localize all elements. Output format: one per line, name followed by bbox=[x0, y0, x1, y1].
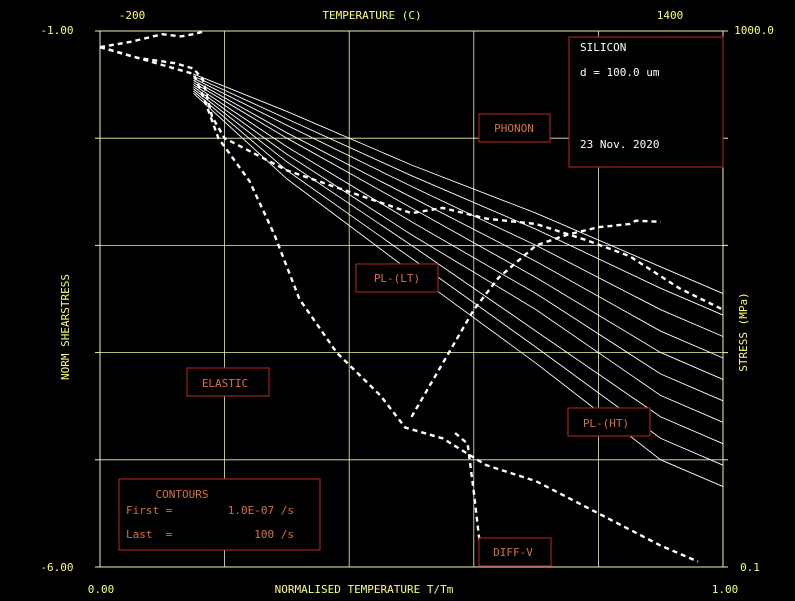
y-tick-top-left: -1.00 bbox=[40, 24, 73, 37]
material-label: SILICON bbox=[580, 41, 626, 54]
boundary-line-1 bbox=[99, 29, 207, 49]
top-axis-title: TEMPERATURE (C) bbox=[322, 9, 421, 22]
top-tick-left: -200 bbox=[119, 9, 146, 22]
contour-line-1 bbox=[193, 73, 724, 295]
field-label-diff-v: DIFF-V bbox=[478, 537, 552, 567]
contours-first-value: 1.0E-07 /s bbox=[228, 504, 294, 517]
right-axis-title: STRESS (MPa) bbox=[737, 292, 750, 371]
contours-first-label: First = bbox=[126, 504, 173, 517]
right-tick-bottom: 0.1 bbox=[740, 561, 760, 574]
boundary-line-4 bbox=[410, 219, 661, 418]
contour-line-3 bbox=[193, 77, 724, 337]
grain-size-label: d = 100.0 um bbox=[580, 66, 660, 79]
contours-box bbox=[118, 478, 321, 551]
contour-line-10 bbox=[193, 92, 724, 488]
contour-line-6 bbox=[193, 84, 724, 402]
x-tick-left: 0.00 bbox=[88, 583, 115, 596]
x-tick-right: 1.00 bbox=[712, 583, 739, 596]
contours-last-label: Last = bbox=[126, 528, 173, 541]
top-tick-right: 1400 bbox=[657, 9, 684, 22]
svg-text:DIFF-V: DIFF-V bbox=[493, 546, 533, 559]
contours-last-value: 100 /s bbox=[254, 528, 294, 541]
contours-title: CONTOURS bbox=[156, 488, 209, 501]
date-label: 23 Nov. 2020 bbox=[580, 138, 659, 151]
contour-line-7 bbox=[193, 86, 724, 423]
svg-text:PL-(HT): PL-(HT) bbox=[583, 417, 629, 430]
contour-line-5 bbox=[193, 82, 724, 380]
boundary-line-3 bbox=[99, 45, 699, 563]
svg-text:PL-(LT): PL-(LT) bbox=[374, 272, 420, 285]
svg-text:PHONON: PHONON bbox=[494, 122, 534, 135]
field-label-pl-ht: PL-(HT) bbox=[567, 407, 651, 437]
svg-text:ELASTIC: ELASTIC bbox=[202, 377, 248, 390]
info-box bbox=[568, 36, 724, 168]
plot-frame bbox=[99, 30, 724, 568]
field-label-elastic: ELASTIC bbox=[186, 367, 270, 397]
right-tick-top: 1000.0 bbox=[734, 24, 774, 37]
x-axis-title: NORMALISED TEMPERATURE T/Tm bbox=[275, 583, 454, 596]
boundary-line-2 bbox=[99, 45, 724, 311]
contour-line-2 bbox=[193, 75, 724, 316]
left-axis-title: NORM SHEARSTRESS bbox=[59, 274, 72, 380]
field-label-pl-lt: PL-(LT) bbox=[355, 263, 439, 293]
contour-line-4 bbox=[193, 79, 724, 359]
strain-rate-contours bbox=[193, 73, 724, 488]
y-tick-bottom-left: -6.00 bbox=[40, 561, 73, 574]
contour-line-9 bbox=[193, 90, 724, 466]
field-label-phonon: PHONON bbox=[478, 113, 551, 143]
contour-line-8 bbox=[193, 88, 724, 445]
